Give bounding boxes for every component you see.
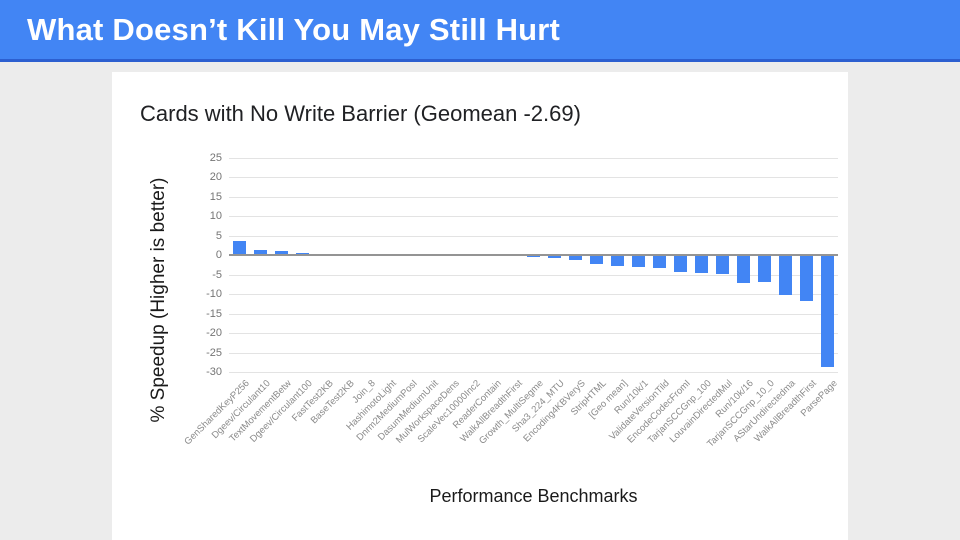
y-tick-label: -20 — [206, 327, 222, 339]
y-tick-label: -5 — [212, 269, 222, 281]
gridline — [229, 216, 838, 217]
y-tick-label: 25 — [209, 152, 222, 164]
slide-title: What Doesn’t Kill You May Still Hurt — [27, 12, 561, 47]
bar — [737, 255, 750, 284]
zero-baseline — [229, 254, 838, 256]
bar — [716, 255, 729, 275]
bar — [611, 255, 624, 266]
gridline — [229, 236, 838, 237]
slide-canvas — [112, 72, 848, 540]
y-tick-label: 5 — [215, 230, 222, 242]
gridline — [229, 294, 838, 295]
y-tick-label: -25 — [206, 347, 222, 359]
y-tick-label: -15 — [206, 308, 222, 320]
gridline — [229, 333, 838, 334]
bar — [548, 255, 561, 258]
bar — [632, 255, 645, 267]
gridline — [229, 314, 838, 315]
bar — [590, 255, 603, 265]
bar — [275, 251, 288, 256]
bar — [254, 249, 267, 256]
bar — [695, 255, 708, 273]
x-axis-title: Performance Benchmarks — [429, 486, 638, 506]
bar — [800, 255, 813, 302]
y-axis-title: % Speedup (Higher is better) — [148, 177, 169, 423]
y-tick-label: 0 — [215, 249, 222, 261]
y-tick-label: -10 — [206, 288, 222, 300]
bar — [569, 255, 582, 260]
bar — [296, 252, 309, 256]
gridline — [229, 197, 838, 198]
gridline — [229, 353, 838, 354]
slide-header-bar: What Doesn’t Kill You May Still Hurt — [0, 0, 960, 62]
bar — [758, 255, 771, 282]
y-tick-label: 20 — [209, 171, 222, 183]
bar — [779, 255, 792, 296]
bar — [821, 255, 834, 367]
gridline — [229, 177, 838, 178]
y-tick-label: -30 — [206, 366, 222, 378]
bar — [527, 255, 540, 257]
y-tick-label: 10 — [209, 210, 222, 222]
bar — [653, 255, 666, 269]
bar — [674, 255, 687, 272]
gridline — [229, 275, 838, 276]
bar — [233, 241, 246, 256]
gridline — [229, 372, 838, 373]
gridline — [229, 158, 838, 159]
y-tick-label: 15 — [209, 191, 222, 203]
chart-title: Cards with No Write Barrier (Geomean -2.… — [140, 101, 581, 126]
